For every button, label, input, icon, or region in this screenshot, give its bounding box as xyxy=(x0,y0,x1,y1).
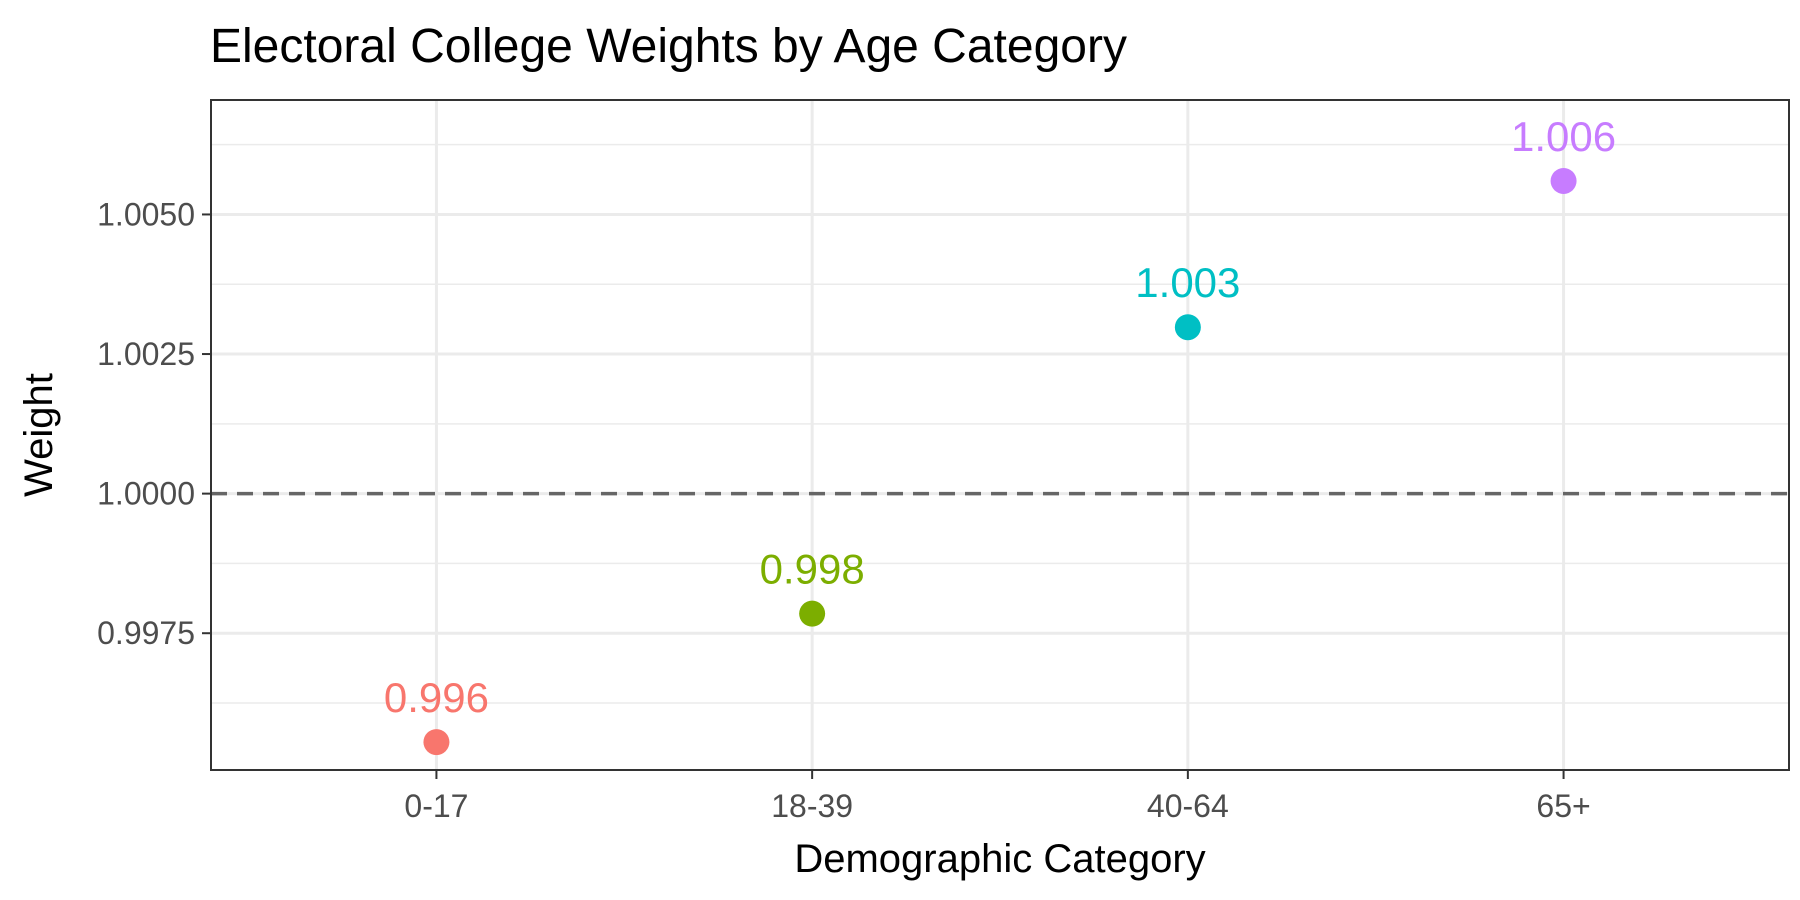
x-tick-label: 18-39 xyxy=(771,788,853,824)
grid xyxy=(211,100,1789,770)
y-axis-title: Weight xyxy=(17,373,61,497)
data-point xyxy=(423,729,450,756)
data-label: 1.006 xyxy=(1511,113,1616,160)
y-tick-label: 1.0000 xyxy=(97,476,195,512)
y-tick-label: 0.9975 xyxy=(97,615,195,651)
data-point xyxy=(1550,167,1577,194)
plot-panel xyxy=(211,100,1789,770)
x-tick-label: 65+ xyxy=(1536,788,1590,824)
y-tick-label: 1.0025 xyxy=(97,336,195,372)
plot-panel-border xyxy=(210,99,1790,771)
data-label: 1.003 xyxy=(1135,259,1240,306)
y-axis: 0.9975 1.0000 1.0025 1.0050 xyxy=(97,196,211,651)
y-tick-label: 1.0050 xyxy=(97,196,195,232)
data-label: 0.998 xyxy=(760,546,865,593)
x-tick-label: 0-17 xyxy=(404,788,468,824)
x-axis-title: Demographic Category xyxy=(794,837,1205,881)
x-tick-label: 40-64 xyxy=(1147,788,1229,824)
chart-title: Electoral College Weights by Age Categor… xyxy=(210,20,1127,73)
data-label: 0.996 xyxy=(384,674,489,721)
data-point xyxy=(1174,314,1201,341)
x-axis: 0-17 18-39 40-64 65+ xyxy=(404,770,1591,824)
data-point xyxy=(799,600,826,627)
data-points: 0.996 0.998 1.003 1.006 xyxy=(384,113,1616,756)
